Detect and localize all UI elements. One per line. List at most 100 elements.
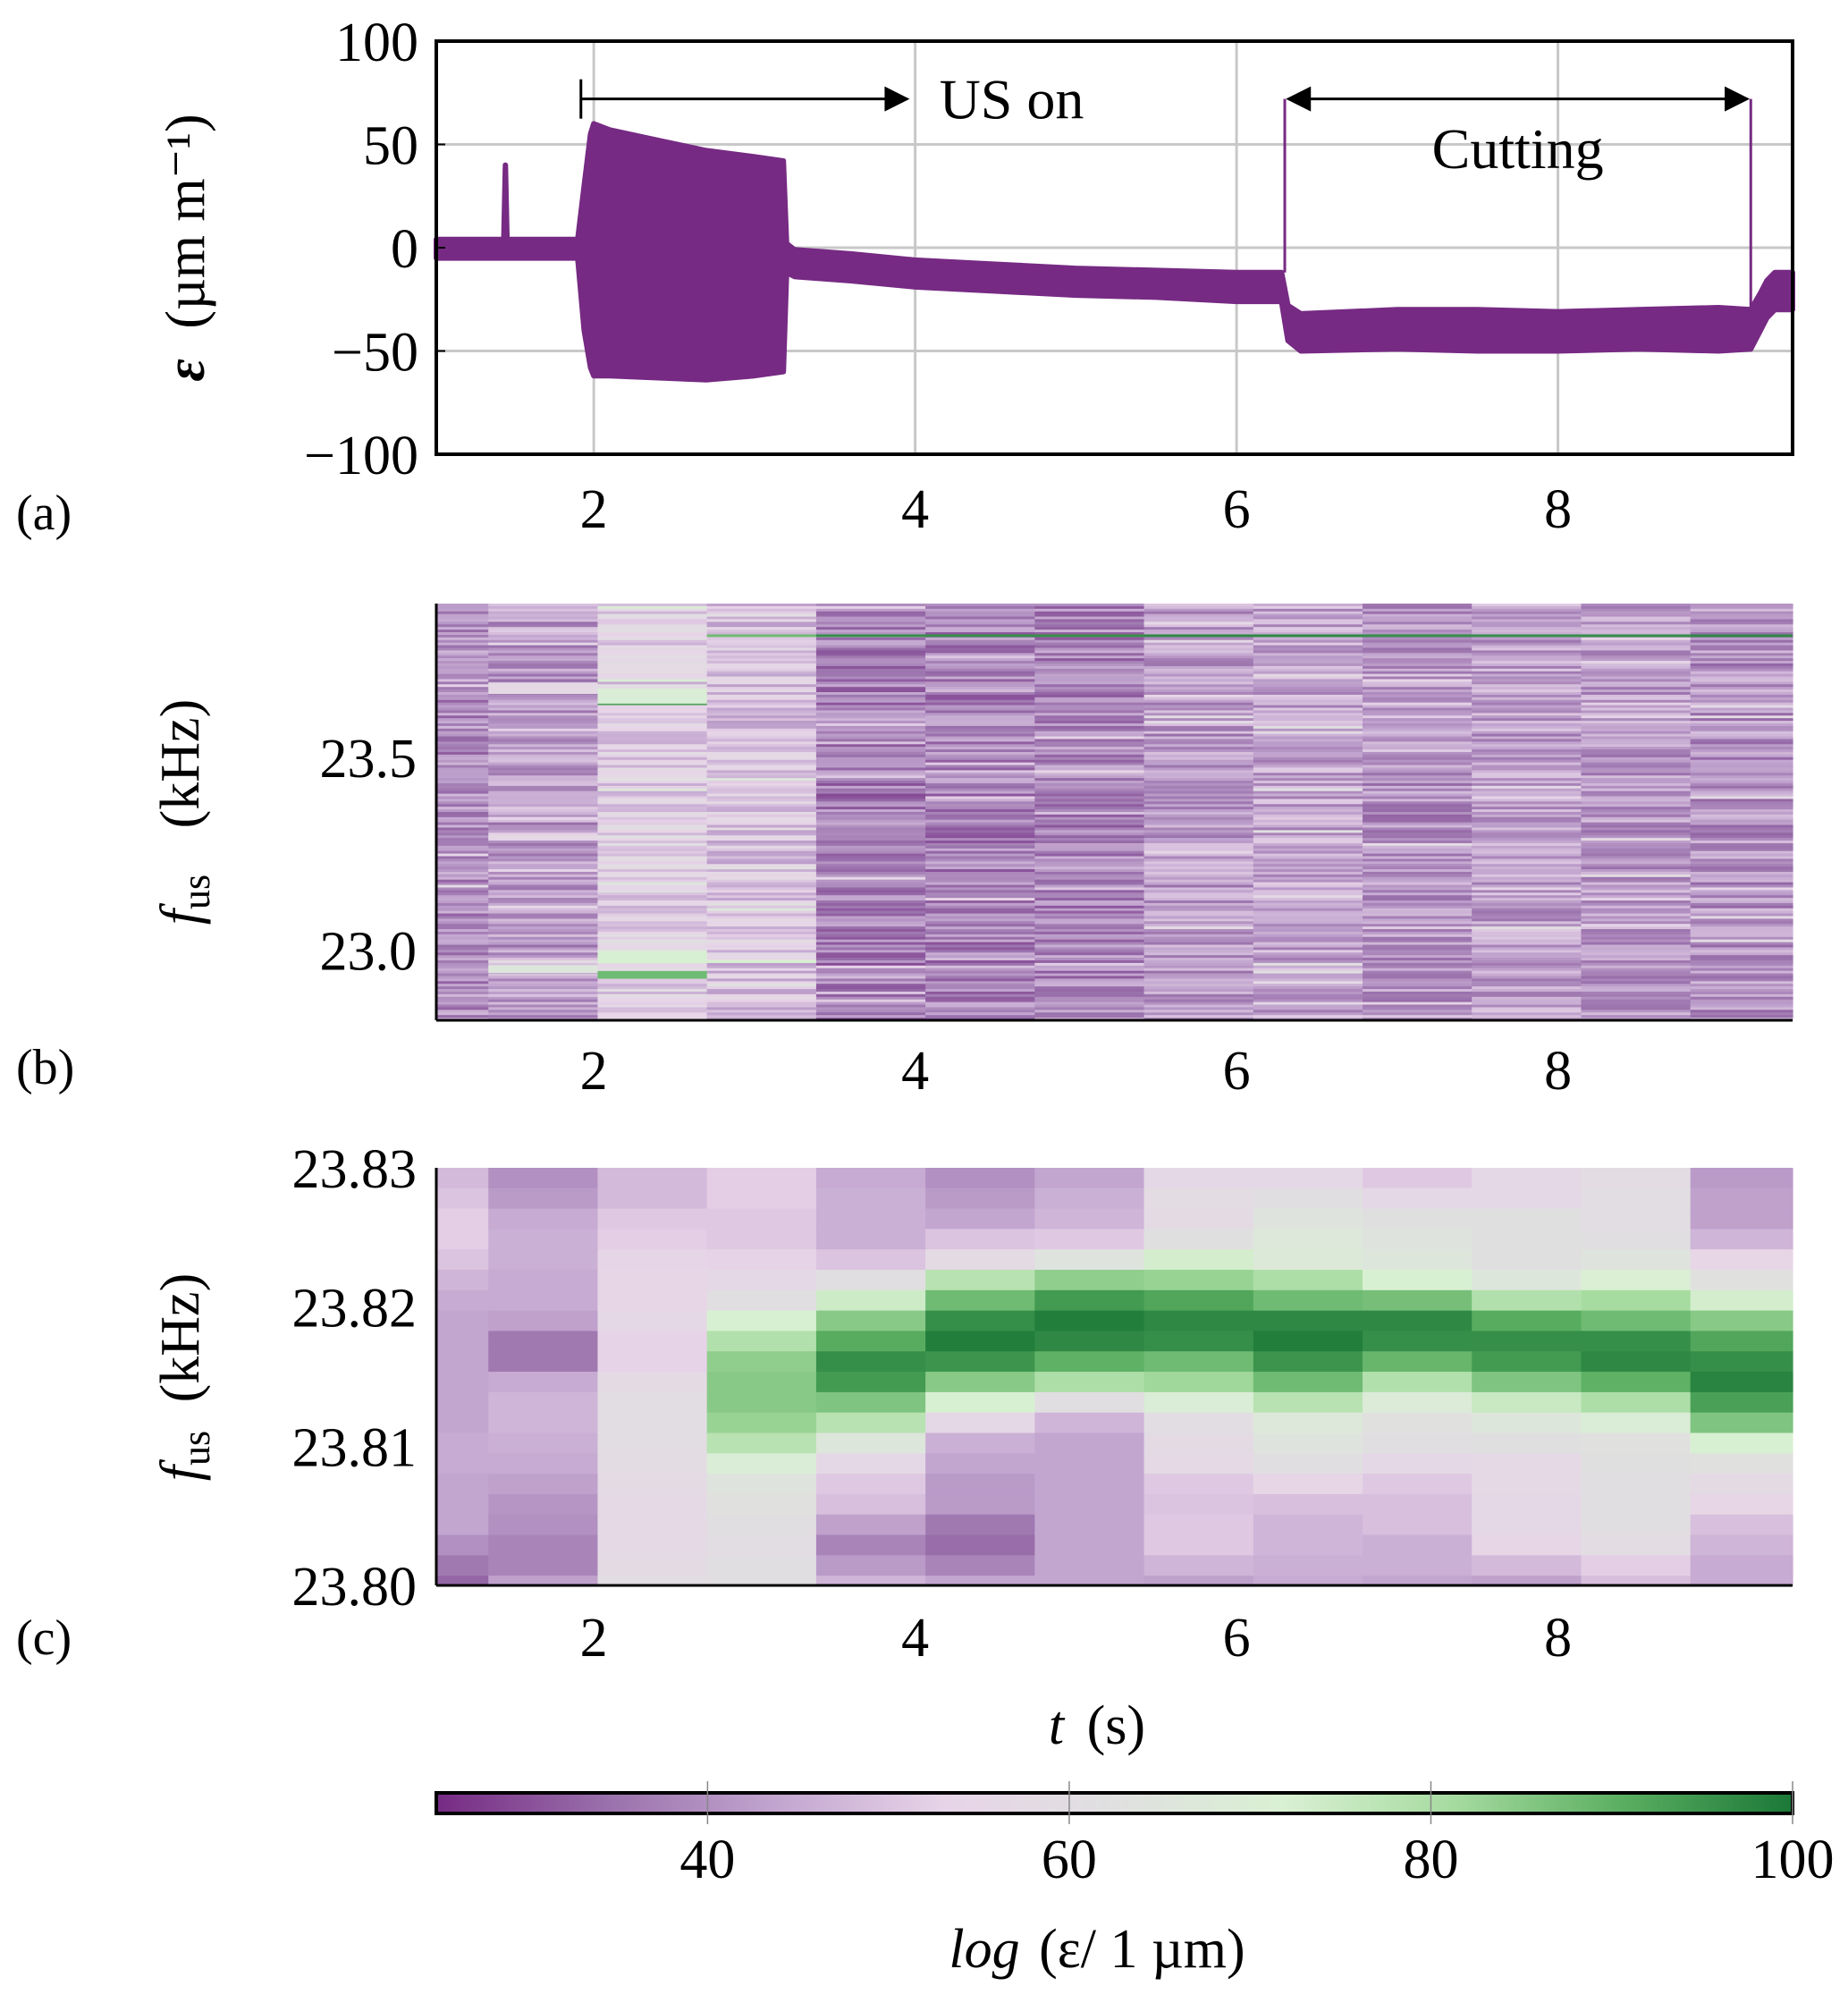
panel-c-cell bbox=[925, 1453, 1035, 1475]
panel-b-cell bbox=[1690, 749, 1793, 753]
panel-b-cell bbox=[597, 1007, 708, 1010]
panel-b-cell bbox=[1690, 819, 1793, 824]
panel-b-cell bbox=[1363, 650, 1472, 654]
panel-b-cell bbox=[1034, 898, 1145, 901]
panel-b-cell bbox=[1363, 645, 1472, 649]
panel-c-cell bbox=[1034, 1331, 1145, 1352]
panel-b-frequency-band bbox=[1690, 634, 1793, 638]
panel-b-cell bbox=[1363, 613, 1472, 618]
panel-b-cell bbox=[597, 681, 708, 685]
panel-b-cell bbox=[1253, 822, 1363, 826]
panel-b-cell bbox=[488, 958, 599, 961]
panel-b-cell bbox=[1363, 642, 1472, 647]
panel-b-cell bbox=[1472, 759, 1582, 764]
panel-b-cell bbox=[1034, 684, 1145, 688]
panel-b-cell bbox=[925, 639, 1035, 644]
panel-b-cell bbox=[436, 684, 489, 688]
panel-b-cell bbox=[436, 679, 489, 682]
panel-b-cell bbox=[488, 710, 599, 714]
panel-c-cell bbox=[706, 1289, 817, 1312]
panel-b-cell bbox=[1581, 807, 1692, 810]
panel-b-cell bbox=[1581, 858, 1692, 862]
panel-b-cell bbox=[925, 848, 1035, 852]
panel-c-cell bbox=[436, 1270, 489, 1291]
panel-b-cell bbox=[1690, 929, 1793, 933]
panel-b-cell bbox=[1690, 668, 1793, 672]
panel-b-cell bbox=[706, 775, 817, 779]
panel-b-cell bbox=[436, 921, 489, 925]
panel-b-cell bbox=[815, 816, 926, 821]
panel-b-cell bbox=[1363, 882, 1472, 886]
panel-b-cell bbox=[1034, 637, 1145, 641]
panel-b-cell bbox=[597, 744, 708, 748]
panel-b-cell bbox=[1034, 663, 1145, 667]
panel-b-cell bbox=[436, 781, 489, 784]
panel-b-cell bbox=[1581, 773, 1692, 776]
panel-b-cell bbox=[436, 900, 489, 904]
panel-b-cell bbox=[436, 796, 489, 800]
panel-b-cell bbox=[436, 692, 489, 696]
panel-b-cell bbox=[1690, 621, 1793, 625]
panel-b-cell bbox=[925, 775, 1035, 779]
panel-b-cell bbox=[706, 1015, 817, 1018]
panel-c-cell bbox=[1253, 1310, 1363, 1332]
panel-b-cell bbox=[1253, 790, 1363, 795]
panel-b-cell bbox=[815, 968, 926, 972]
panel-b-cell bbox=[1143, 822, 1254, 826]
panel-b-cell bbox=[1363, 962, 1472, 967]
panel-b-cell bbox=[1143, 993, 1254, 998]
panel-b-cell bbox=[1472, 1010, 1582, 1013]
panel-c-cell bbox=[1581, 1249, 1692, 1271]
panel-b-cell bbox=[1143, 827, 1254, 831]
panel-b-cell bbox=[436, 986, 489, 990]
panel-b-frequency-band bbox=[488, 965, 598, 974]
panel-b-cell bbox=[1581, 605, 1692, 610]
panel-b-cell bbox=[1581, 841, 1692, 844]
panel-b-cell bbox=[436, 621, 489, 625]
panel-b-cell bbox=[597, 796, 708, 800]
panel-b-cell bbox=[1690, 728, 1793, 732]
panel-b-cell bbox=[706, 616, 817, 621]
panel-b-cell bbox=[1690, 916, 1793, 920]
panel-b-cell bbox=[1690, 731, 1793, 735]
panel-b-cell bbox=[815, 619, 926, 622]
panel-b-cell bbox=[815, 692, 926, 696]
panel-b-cell bbox=[436, 835, 489, 839]
panel-c-xtick-label: 6 bbox=[1223, 1608, 1251, 1669]
panel-b-cell bbox=[1363, 955, 1472, 959]
panel-b-cell bbox=[1143, 627, 1254, 630]
panel-b-cell bbox=[706, 853, 817, 858]
panel-b-cell bbox=[1363, 996, 1472, 1001]
panel-b-cell bbox=[815, 736, 926, 740]
panel-b-cell bbox=[1581, 627, 1692, 630]
panel-c-cell bbox=[597, 1391, 708, 1414]
panel-b-cell bbox=[1363, 916, 1472, 920]
panel-b-cell bbox=[1581, 637, 1692, 641]
panel-b-cell bbox=[436, 1015, 489, 1018]
panel-c-cell bbox=[1363, 1493, 1472, 1516]
panel-b-cell bbox=[1690, 858, 1793, 862]
panel-b-cell bbox=[706, 671, 817, 675]
panel-b-cell bbox=[1472, 832, 1582, 836]
panel-b-cell bbox=[597, 759, 708, 764]
panel-c-cell bbox=[925, 1493, 1035, 1516]
panel-b-cell bbox=[1143, 866, 1254, 870]
panel-b-cell bbox=[1034, 801, 1145, 805]
panel-b-cell bbox=[436, 916, 489, 920]
panel-b-cell bbox=[1581, 799, 1692, 802]
panel-c-cell bbox=[1143, 1412, 1254, 1434]
panel-b-cell bbox=[815, 684, 926, 688]
panel-c-cell bbox=[1581, 1270, 1692, 1291]
panel-b-cell bbox=[1253, 1002, 1363, 1006]
panel-c-cell bbox=[925, 1372, 1035, 1393]
panel-b-cell bbox=[1034, 905, 1145, 909]
panel-b-cell bbox=[925, 819, 1035, 824]
panel-b-cell bbox=[1034, 973, 1145, 977]
panel-c-cell bbox=[815, 1168, 926, 1189]
panel-b-cell bbox=[925, 887, 1035, 891]
panel-b-cell bbox=[436, 890, 489, 893]
panel-b-cell bbox=[436, 741, 489, 745]
panel-b-cell bbox=[597, 713, 708, 716]
panel-c-cell bbox=[1253, 1351, 1363, 1373]
